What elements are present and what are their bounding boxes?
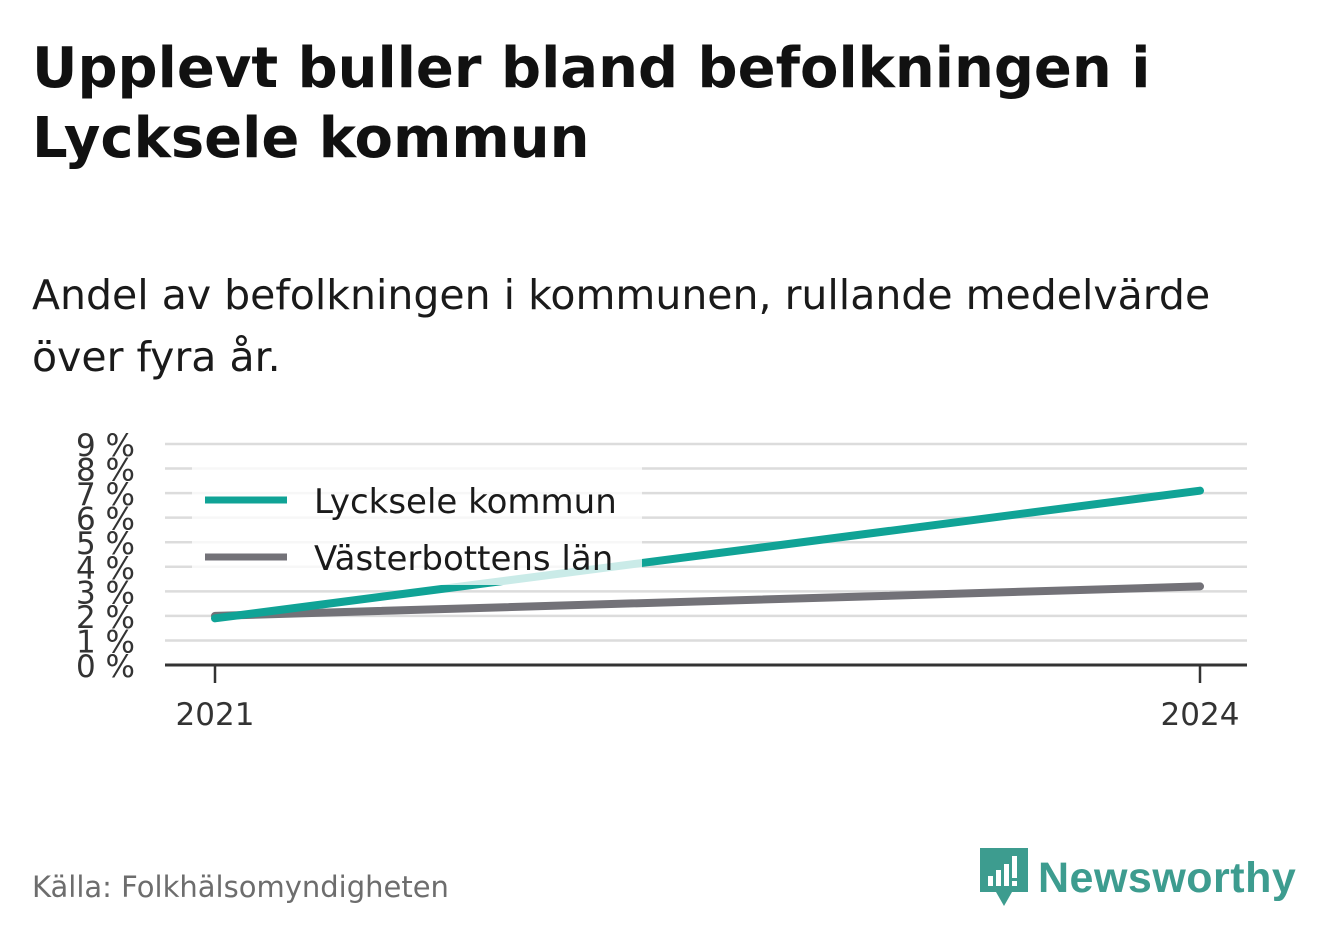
brand-name: Newsworthy xyxy=(1038,853,1297,902)
legend: Lycksele kommun Västerbottens län xyxy=(192,467,642,585)
newsworthy-logo: Newsworthy xyxy=(980,848,1296,908)
series-line-lycksele xyxy=(211,486,1204,623)
line-chart: 0 %1 %2 %3 %4 %5 %6 %7 %8 %9 % Lycksele … xyxy=(76,428,1247,733)
x-tick-label: 2021 xyxy=(176,697,255,733)
x-tick-label: 2024 xyxy=(1161,697,1240,733)
bar-chart-icon xyxy=(980,848,1028,906)
y-tick-label: 2 % xyxy=(76,600,135,636)
series-lines xyxy=(211,486,1204,623)
y-tick-label: 0 % xyxy=(76,649,135,685)
y-tick-label: 5 % xyxy=(76,526,135,562)
x-axis: 2021 2024 xyxy=(165,663,1247,733)
y-tick-label: 4 % xyxy=(76,551,135,587)
y-tick-label: 1 % xyxy=(76,624,135,660)
y-tick-label: 7 % xyxy=(76,477,135,513)
legend-background xyxy=(192,467,642,585)
chart-title: Upplevt buller bland befolkningen i Lyck… xyxy=(32,36,1151,171)
legend-label-lycksele: Lycksele kommun xyxy=(314,482,617,522)
y-tick-label: 9 % xyxy=(76,428,135,464)
chart-subtitle: Andel av befolkningen i kommunen, rullan… xyxy=(32,271,1211,381)
y-tick-label: 3 % xyxy=(76,575,135,611)
series-line-vasterbotten xyxy=(211,582,1204,620)
legend-label-vasterbotten: Västerbottens län xyxy=(314,539,613,579)
y-tick-label: 8 % xyxy=(76,453,135,489)
y-tick-label: 6 % xyxy=(76,502,135,538)
y-axis-ticks: 0 %1 %2 %3 %4 %5 %6 %7 %8 %9 % xyxy=(76,428,135,685)
source-note: Källa: Folkhälsomyndigheten xyxy=(32,870,449,904)
